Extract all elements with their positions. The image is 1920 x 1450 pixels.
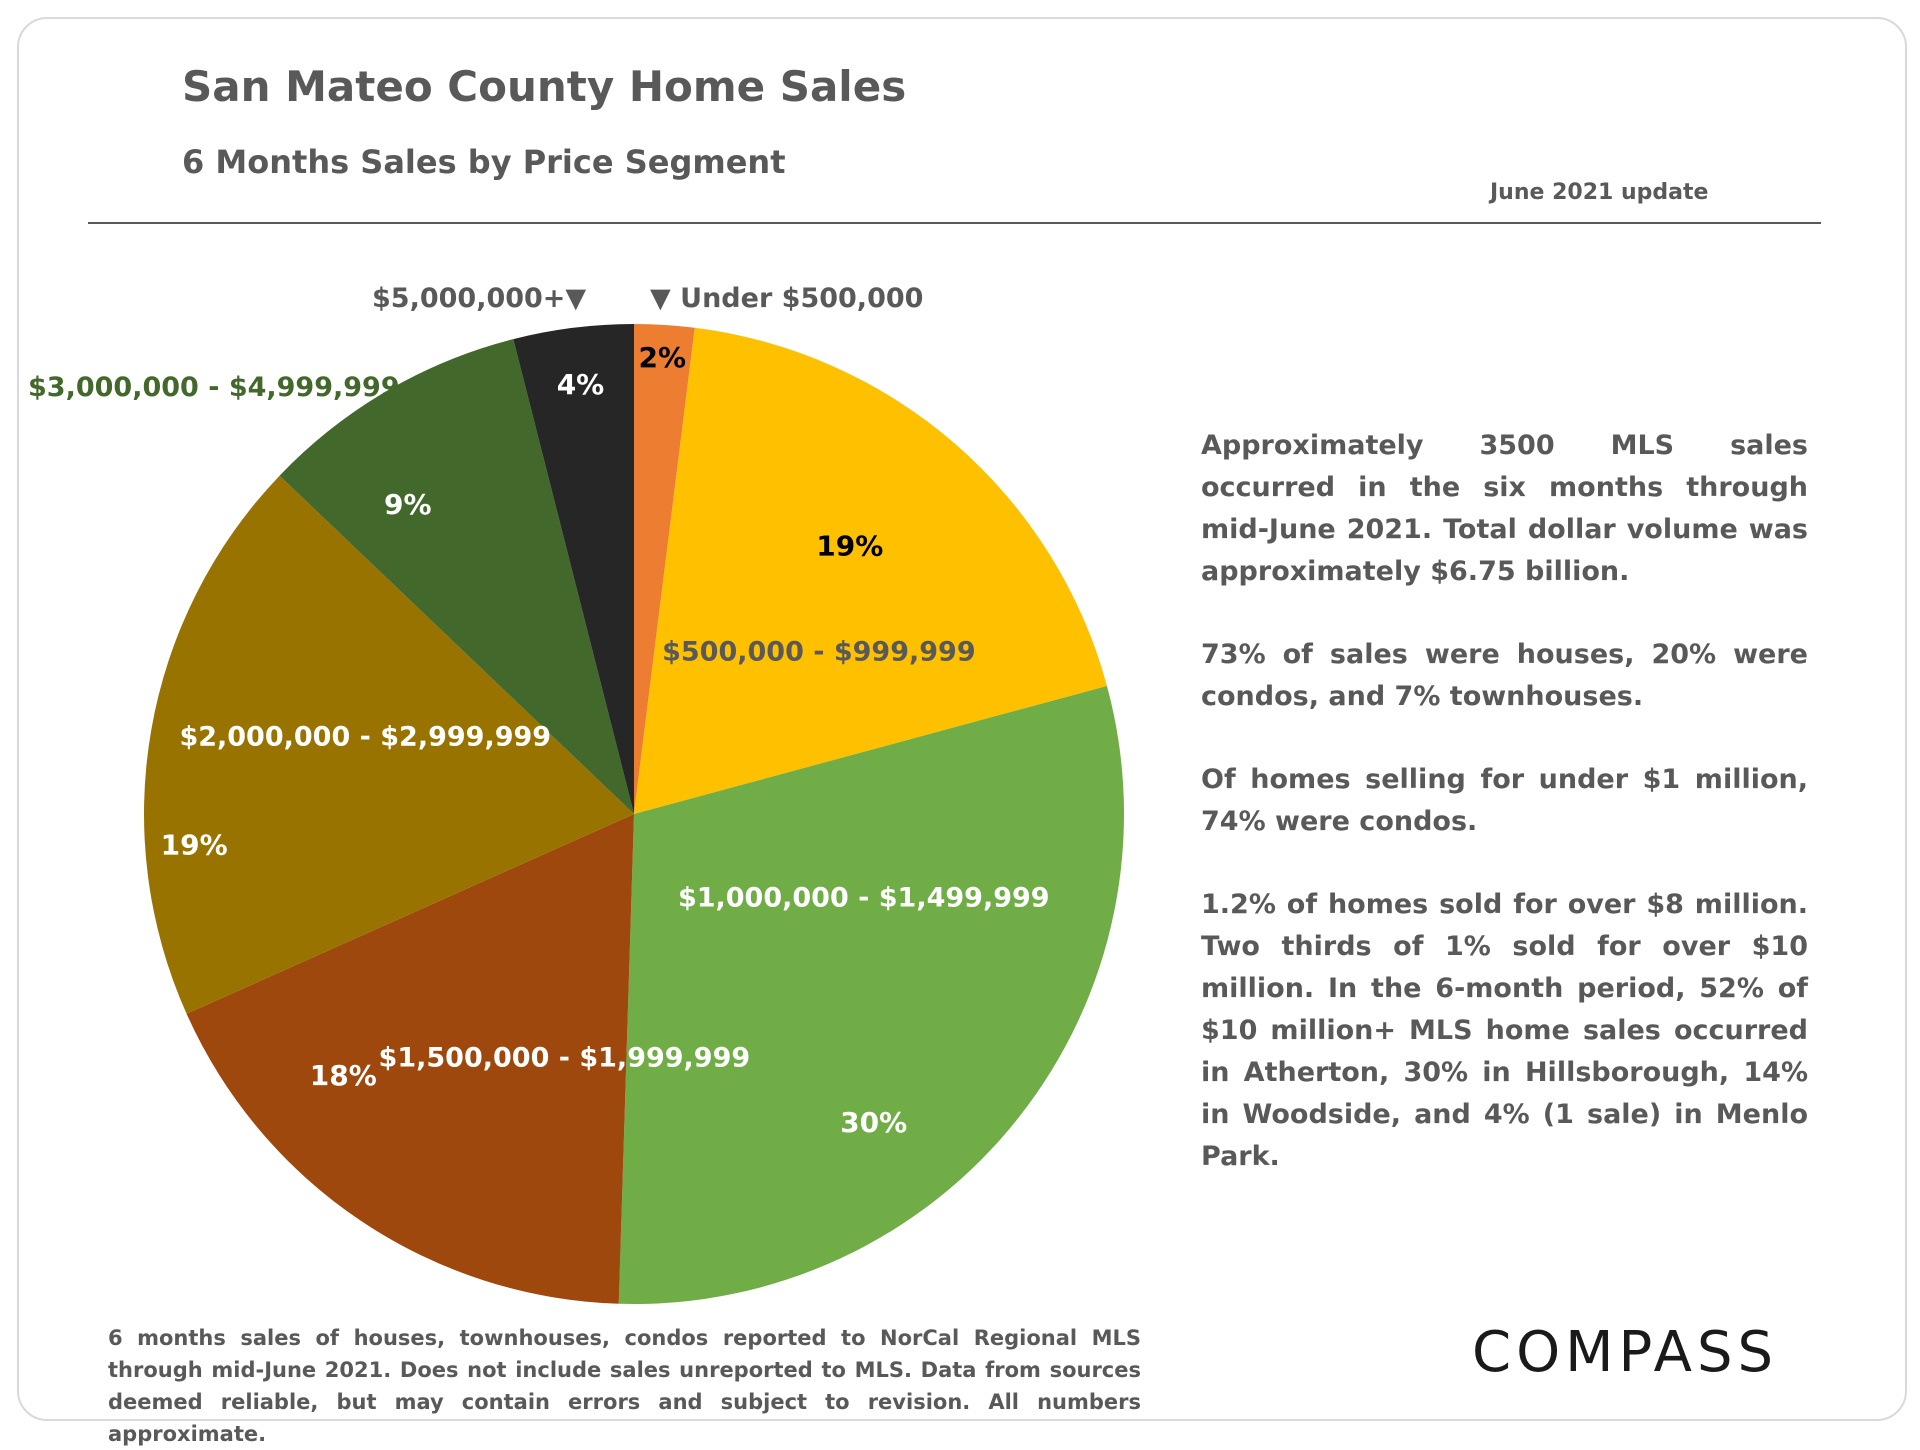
pie-slice bbox=[186, 814, 634, 1304]
pie-slice bbox=[634, 327, 1107, 814]
compass-logo: COMPASS bbox=[1472, 1320, 1779, 1385]
note-paragraph: 1.2% of homes sold for over $8 million. … bbox=[1201, 889, 1808, 1172]
slice-name-label: $2,000,000 - $2,999,999 bbox=[179, 721, 551, 752]
slice-percent-label: 19% bbox=[816, 529, 883, 562]
note-paragraph: 73% of sales were houses, 20% were condo… bbox=[1201, 639, 1808, 712]
label-5m-plus: $5,000,000+▼ bbox=[372, 283, 587, 314]
label-under-500k: ▼ Under $500,000 bbox=[650, 283, 924, 314]
label-3m-5m: $3,000,000 - $4,999,999 bbox=[28, 372, 400, 403]
pie-slice bbox=[634, 324, 695, 814]
pie-slice bbox=[513, 324, 634, 814]
pie-slice bbox=[144, 475, 635, 1014]
slice-percent-label: 18% bbox=[310, 1059, 377, 1092]
update-date: June 2021 update bbox=[1490, 180, 1709, 205]
slice-percent-label: 2% bbox=[639, 341, 687, 374]
slice-percent-label: 19% bbox=[161, 828, 228, 861]
chart-subtitle: 6 Months Sales by Price Segment bbox=[182, 143, 786, 181]
slice-percent-label: 9% bbox=[384, 488, 432, 521]
note-paragraph: Of homes selling for under $1 million, 7… bbox=[1201, 764, 1808, 837]
pie-slice bbox=[618, 685, 1125, 1304]
header-divider bbox=[88, 222, 1821, 224]
pie-slice bbox=[279, 339, 634, 814]
notes-panel: Approximately 3500 MLS sales occurred in… bbox=[1201, 425, 1808, 1219]
note-paragraph: Approximately 3500 MLS sales occurred in… bbox=[1201, 430, 1808, 587]
slice-percent-label: 30% bbox=[840, 1106, 907, 1139]
page-title: San Mateo County Home Sales bbox=[182, 62, 907, 111]
slice-name-label: $500,000 - $999,999 bbox=[662, 637, 976, 668]
slice-name-label: $1,000,000 - $1,499,999 bbox=[678, 883, 1050, 914]
source-footnote: 6 months sales of houses, townhouses, co… bbox=[108, 1326, 1141, 1446]
slice-percent-label: 4% bbox=[557, 368, 605, 401]
slice-name-label: $1,500,000 - $1,999,999 bbox=[379, 1043, 751, 1074]
